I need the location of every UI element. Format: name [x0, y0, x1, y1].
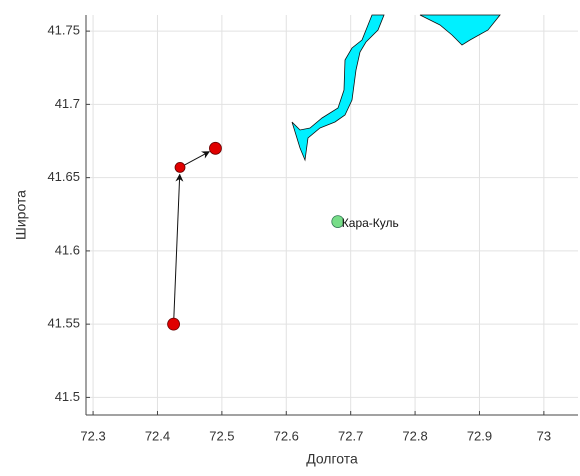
x-axis-label: Долгота [306, 451, 358, 467]
point [167, 317, 180, 331]
x-tick-label: 72.7 [338, 428, 363, 443]
x-tick-label: 72.3 [80, 428, 105, 443]
river [291, 14, 385, 162]
y-tick-label: 41.75 [47, 23, 80, 38]
y-axis-label: Широта [13, 190, 29, 240]
x-tick-label: 72.6 [274, 428, 299, 443]
landmark-point [331, 215, 345, 228]
y-tick-label: 41.7 [55, 96, 80, 111]
landmark-label: Кара-Куль [342, 216, 399, 230]
y-tick-label: 41.65 [47, 169, 80, 184]
arrow [173, 173, 184, 325]
y-tick-label: 41.6 [55, 242, 80, 257]
x-tick-label: 72.8 [402, 428, 427, 443]
y-tick-label: 41.5 [55, 389, 80, 404]
arrow [179, 151, 210, 168]
x-tick-label: 73 [537, 428, 551, 443]
x-tick-label: 72.9 [467, 428, 492, 443]
x-tick-label: 72.4 [145, 428, 170, 443]
x-tick-label: 72.5 [209, 428, 234, 443]
point [209, 141, 222, 155]
lake [419, 14, 501, 46]
point [174, 161, 186, 173]
y-tick-label: 41.55 [47, 316, 80, 331]
